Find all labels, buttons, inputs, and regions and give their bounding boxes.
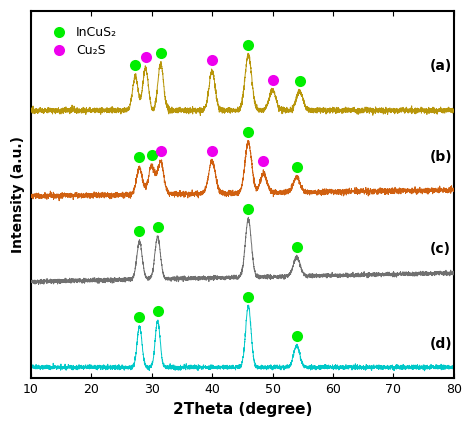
Text: (a): (a): [429, 59, 452, 72]
Text: (d): (d): [429, 337, 452, 351]
Text: (c): (c): [429, 242, 451, 256]
Legend: InCuS₂, Cu₂S: InCuS₂, Cu₂S: [41, 21, 123, 62]
Y-axis label: Intensity (a.u.): Intensity (a.u.): [11, 136, 25, 253]
Text: (b): (b): [429, 150, 452, 164]
X-axis label: 2Theta (degree): 2Theta (degree): [173, 402, 312, 417]
